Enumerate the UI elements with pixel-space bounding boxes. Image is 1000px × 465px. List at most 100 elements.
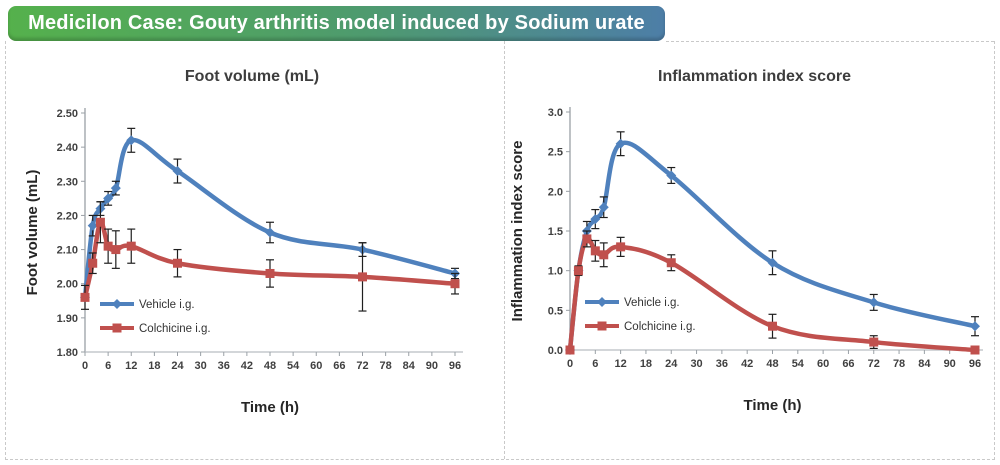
x-tick-label: 18 — [640, 358, 652, 370]
x-tick-label: 48 — [766, 358, 778, 370]
legend-marker — [597, 321, 607, 331]
colchicine-marker — [869, 337, 879, 347]
foot-volume-chart: Foot volume (mL) Foot volume (mL) Time (h)… — [24, 68, 463, 416]
series-colchicine — [565, 230, 980, 355]
x-tick-label: 42 — [241, 360, 253, 372]
colchicine-marker — [126, 241, 136, 251]
vehicle-marker — [666, 170, 677, 181]
legend-label: Colchicine i.g. — [139, 323, 211, 335]
y-axis-label: Inflammation index score — [509, 141, 526, 322]
panel-divider — [504, 41, 505, 459]
legend-marker — [112, 323, 122, 333]
x-tick-label: 30 — [690, 358, 702, 370]
x-tick-label: 48 — [264, 360, 276, 372]
x-tick-label: 6 — [105, 360, 111, 372]
vehicle-marker — [110, 183, 121, 194]
colchicine-marker — [103, 241, 113, 251]
x-tick-label: 42 — [741, 358, 753, 370]
x-axis-label: Time (h) — [241, 399, 299, 416]
vehicle-marker — [767, 257, 778, 268]
colchicine-marker — [265, 268, 275, 278]
x-tick-label: 96 — [969, 358, 981, 370]
y-tick-label: 2.20 — [57, 210, 78, 222]
x-tick-label: 90 — [944, 358, 956, 370]
y-axis-label: Foot volume (mL) — [24, 170, 41, 296]
x-tick-label: 90 — [426, 360, 438, 372]
legend-label: Colchicine i.g. — [624, 321, 696, 333]
y-tick-label: 0.0 — [548, 345, 563, 357]
legend-label: Vehicle i.g. — [624, 297, 680, 309]
x-tick-label: 60 — [310, 360, 322, 372]
legend: Vehicle i.g. Colchicine i.g. — [100, 299, 211, 335]
colchicine-marker — [768, 321, 777, 331]
x-tick-label: 84 — [403, 360, 416, 372]
x-tick-label: 84 — [918, 358, 931, 370]
axes: 0.0 0.5 1.0 1.5 2.0 2.5 3.0 0 6 12 18 24 30 36 42 48 54 6… — [548, 107, 983, 370]
x-tick-label: 36 — [716, 358, 728, 370]
x-tick-label: 54 — [287, 360, 300, 372]
colchicine-marker — [573, 266, 583, 276]
legend-marker — [597, 297, 607, 307]
legend-marker — [112, 299, 122, 309]
y-tick-label: 2.40 — [57, 142, 78, 154]
y-tick-label: 2.0 — [548, 186, 563, 198]
vehicle-marker — [970, 321, 980, 332]
colchicine-marker — [95, 217, 105, 227]
legend-label: Vehicle i.g. — [139, 299, 195, 311]
x-tick-label: 24 — [171, 360, 184, 372]
y-tick-label: 0.5 — [548, 305, 563, 317]
vehicle-marker — [590, 214, 601, 225]
y-tick-label: 2.50 — [57, 108, 78, 120]
frame-top-border — [666, 41, 994, 42]
vehicle-marker — [172, 166, 183, 177]
x-tick-label: 0 — [567, 358, 573, 370]
x-tick-label: 12 — [615, 358, 627, 370]
panels-frame — [5, 41, 995, 460]
vehicle-marker — [868, 297, 879, 308]
vehicle-marker — [598, 202, 609, 213]
vehicle-marker — [87, 220, 98, 231]
x-tick-label: 60 — [817, 358, 829, 370]
colchicine-marker — [666, 258, 676, 268]
colchicine-marker — [450, 279, 460, 289]
inflammation-index-chart: Inflammation index score Inflammation ind… — [509, 68, 983, 414]
colchicine-marker — [590, 246, 600, 256]
vehicle-marker — [103, 193, 114, 204]
vehicle-marker — [615, 138, 626, 149]
colchicine-marker — [358, 272, 367, 282]
series-colchicine — [80, 201, 460, 312]
banner-title: Medicilon Case: Gouty arthritis model in… — [28, 12, 645, 34]
x-tick-label: 72 — [356, 360, 368, 372]
x-tick-label: 30 — [195, 360, 207, 372]
y-tick-label: 1.90 — [57, 313, 78, 325]
y-tick-label: 2.5 — [548, 147, 563, 159]
colchicine-marker — [565, 345, 575, 355]
legend: Vehicle i.g. Colchicine i.g. — [585, 297, 696, 333]
vehicle-line — [82, 137, 458, 300]
colchicine-marker — [970, 345, 980, 355]
colchicine-marker — [88, 258, 98, 268]
x-tick-label: 12 — [125, 360, 137, 372]
y-tick-label: 2.30 — [57, 176, 78, 188]
colchicine-marker — [582, 234, 592, 244]
colchicine-marker — [599, 250, 609, 260]
chart-title: Foot volume (mL) — [185, 68, 319, 85]
x-tick-label: 36 — [218, 360, 230, 372]
x-tick-label: 66 — [842, 358, 854, 370]
x-tick-label: 78 — [893, 358, 905, 370]
x-tick-label: 72 — [868, 358, 880, 370]
x-tick-label: 24 — [665, 358, 678, 370]
x-tick-label: 78 — [380, 360, 392, 372]
colchicine-error-bars — [81, 201, 459, 312]
chart-title: Inflammation index score — [658, 68, 851, 85]
x-tick-label: 96 — [449, 360, 461, 372]
y-tick-label: 1.0 — [548, 266, 563, 278]
vehicle-marker — [265, 227, 275, 238]
x-axis-label: Time (h) — [743, 397, 801, 414]
x-tick-label: 18 — [148, 360, 160, 372]
y-tick-label: 2.00 — [57, 279, 78, 291]
vehicle-error-bars — [88, 127, 459, 280]
colchicine-marker — [173, 258, 182, 268]
case-banner: Medicilon Case: Gouty arthritis model in… — [8, 6, 665, 41]
